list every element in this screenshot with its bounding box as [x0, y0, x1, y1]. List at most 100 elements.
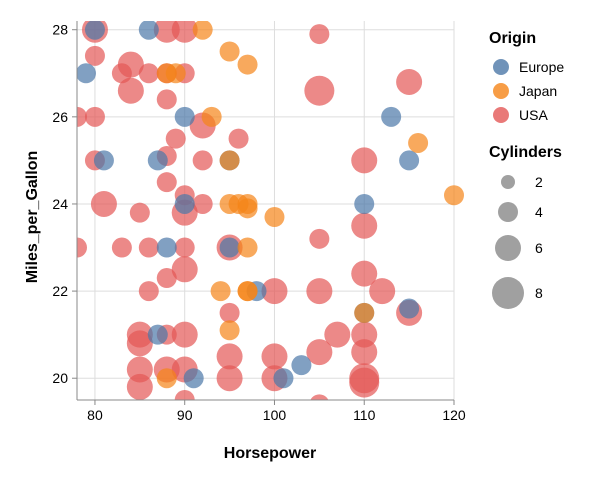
data-point-usa: [84, 45, 105, 66]
data-point-usa: [171, 321, 198, 348]
data-point-europe: [84, 21, 105, 40]
data-point-usa: [165, 128, 186, 149]
data-point-japan: [237, 198, 258, 219]
points: [77, 21, 464, 400]
size-legend-label-6: 6: [535, 240, 543, 256]
x-tick-label: 90: [177, 407, 193, 423]
size-legend-label-8: 8: [535, 285, 543, 301]
data-point-usa: [216, 343, 243, 370]
data-point-europe: [381, 106, 402, 127]
data-point-europe: [147, 150, 168, 171]
data-point-europe: [93, 150, 114, 171]
data-point-usa: [77, 237, 87, 258]
axes: 80 90 100 110 120 20 22 24 26 28: [52, 21, 466, 423]
data-point-japan: [210, 281, 231, 302]
data-point-usa: [138, 237, 159, 258]
data-point-usa: [90, 190, 117, 217]
data-point-japan: [165, 63, 186, 84]
y-tick-label: 22: [52, 283, 68, 299]
y-tick-label: 28: [52, 22, 68, 38]
data-point-japan: [156, 368, 177, 389]
data-point-usa: [138, 281, 159, 302]
data-point-europe: [273, 368, 294, 389]
data-point-usa: [351, 339, 378, 366]
data-point-europe: [399, 298, 420, 319]
data-point-usa: [309, 228, 330, 249]
size-legend-title: Cylinders: [489, 144, 562, 161]
x-axis-title: Horsepower: [224, 445, 316, 462]
y-tick-label: 26: [52, 109, 68, 125]
data-point-usa: [192, 193, 213, 214]
y-tick-label: 24: [52, 196, 68, 212]
data-point-usa: [126, 330, 153, 357]
size-legend-circle-2: [501, 175, 515, 189]
data-point-europe: [174, 106, 195, 127]
data-point-europe: [291, 355, 312, 376]
y-axis-title: Miles_per_Gallon: [24, 151, 41, 284]
data-point-europe: [156, 237, 177, 258]
data-point-japan: [354, 302, 375, 323]
data-point-usa: [192, 150, 213, 171]
data-point-usa: [310, 394, 329, 400]
legend-swatch-europe: [493, 59, 509, 75]
data-point-japan: [444, 185, 464, 206]
data-point-usa: [309, 24, 330, 45]
y-tick-label: 20: [52, 370, 68, 386]
data-point-japan: [237, 237, 258, 258]
data-point-usa: [351, 260, 378, 287]
legend-label-usa: USA: [519, 107, 548, 123]
data-point-usa: [304, 75, 335, 106]
data-point-europe: [174, 193, 195, 214]
data-point-usa: [216, 365, 243, 392]
data-point-usa: [171, 21, 198, 43]
data-point-europe: [77, 63, 96, 84]
color-legend-title: Origin: [489, 30, 536, 47]
data-point-usa: [138, 63, 159, 84]
data-point-europe: [399, 150, 420, 171]
data-point-japan: [201, 106, 222, 127]
data-point-usa: [306, 339, 333, 366]
legend-swatch-usa: [493, 107, 509, 123]
data-point-japan: [219, 320, 240, 341]
data-point-europe: [183, 368, 204, 389]
data-point-usa: [117, 77, 144, 104]
data-point-europe: [219, 237, 240, 258]
data-point-europe: [354, 193, 375, 214]
data-point-usa: [396, 68, 423, 95]
data-point-usa: [84, 106, 105, 127]
data-point-europe: [138, 21, 159, 40]
data-point-usa: [171, 256, 198, 283]
x-tick-label: 120: [442, 407, 466, 423]
data-point-usa: [306, 278, 333, 305]
data-point-usa: [351, 147, 378, 174]
data-point-usa: [117, 51, 144, 78]
data-point-usa: [261, 343, 288, 370]
data-point-usa: [111, 237, 132, 258]
data-point-usa: [77, 106, 87, 127]
data-point-usa: [126, 373, 153, 400]
data-point-usa: [156, 268, 177, 289]
data-point-japan: [219, 150, 240, 171]
data-point-usa: [228, 128, 249, 149]
data-point-usa: [156, 89, 177, 110]
x-tick-label: 100: [263, 407, 287, 423]
legend-label-europe: Europe: [519, 59, 564, 75]
x-tick-label: 80: [87, 407, 103, 423]
data-point-japan: [408, 132, 429, 153]
data-point-usa: [261, 278, 288, 305]
size-legend-label-2: 2: [535, 174, 543, 190]
legend-label-japan: Japan: [519, 83, 557, 99]
data-point-usa: [156, 172, 177, 193]
data-point-usa: [369, 278, 396, 305]
legend-swatch-japan: [493, 83, 509, 99]
size-legend-label-4: 4: [535, 204, 543, 220]
data-point-japan: [264, 207, 285, 228]
data-point-usa: [219, 302, 240, 323]
data-point-japan: [192, 21, 213, 40]
legend: Origin Cylinders Europe Japan USA 2 4 6 8: [489, 30, 564, 309]
data-point-japan: [237, 54, 258, 75]
data-point-usa: [174, 390, 195, 400]
data-point-europe: [147, 324, 168, 345]
